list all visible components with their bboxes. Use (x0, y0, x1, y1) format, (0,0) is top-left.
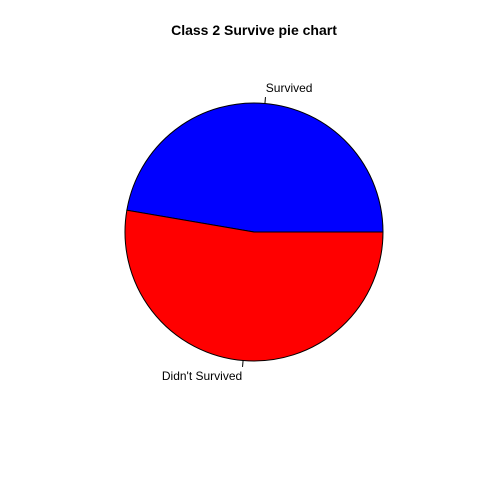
pie-labels: Survived Didn't Survived (162, 81, 313, 383)
slice-label-1: Didn't Survived (162, 369, 242, 383)
chart-title: Class 2 Survive pie chart (171, 22, 337, 38)
pie-slices (124, 102, 384, 362)
pie-slice-0 (126, 102, 384, 233)
pie-slice-1 (124, 209, 384, 362)
slice-label-0: Survived (266, 81, 313, 95)
label-tick-1 (242, 360, 244, 368)
label-tick-0 (264, 96, 266, 104)
